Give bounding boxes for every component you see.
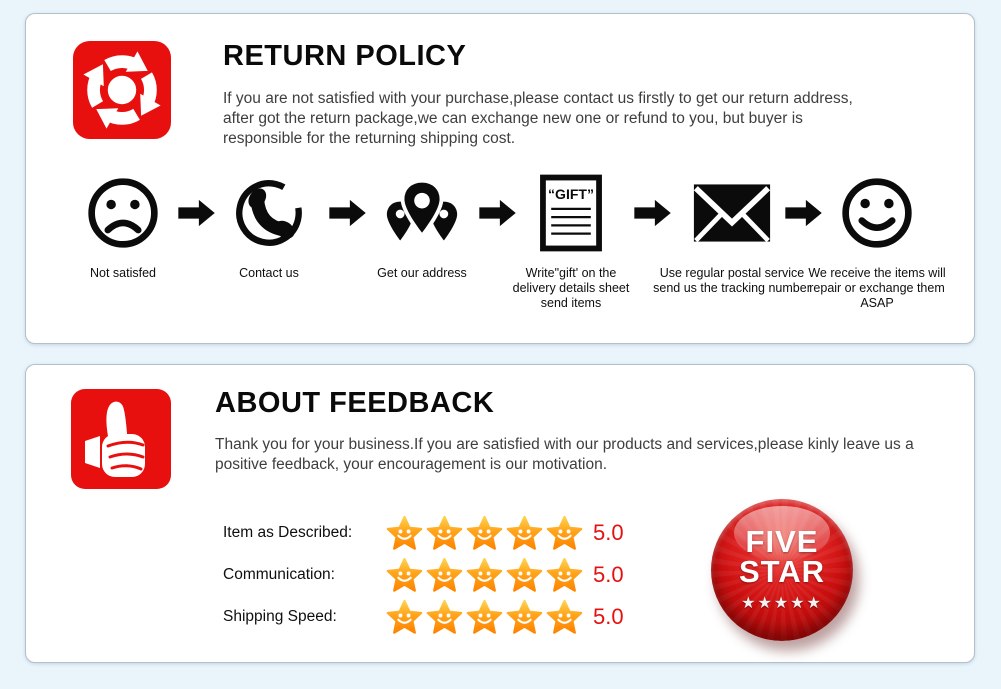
step-repair-exchange: We receive the items will repair or exch… bbox=[799, 171, 955, 311]
ratings-list: Item as Described: 5.0 Communication bbox=[223, 512, 624, 638]
return-arrows-icon bbox=[71, 41, 173, 144]
thumbs-up-icon bbox=[69, 389, 173, 494]
step-contact-us: Contact us bbox=[209, 171, 329, 281]
rating-row-shipping-speed: Shipping Speed: 5.0 bbox=[223, 596, 624, 638]
rating-score: 5.0 bbox=[593, 562, 624, 587]
rating-label: Communication: bbox=[223, 566, 335, 583]
smiley-star-icon bbox=[386, 599, 423, 634]
gift-note-icon: “GIFT” bbox=[511, 171, 631, 255]
rating-row-communication: Communication: 5.0 bbox=[223, 554, 624, 596]
step-postal-service: Use regular postal service send us the t… bbox=[649, 171, 815, 296]
sad-face-icon bbox=[63, 171, 183, 255]
rating-score: 5.0 bbox=[593, 604, 624, 629]
phone-icon bbox=[209, 171, 329, 255]
return-policy-description: If you are not satisfied with your purch… bbox=[223, 90, 853, 147]
smiley-star-icon bbox=[426, 515, 463, 550]
smiley-star-icon bbox=[506, 515, 543, 550]
step-label: Contact us bbox=[239, 266, 299, 280]
rating-label: Shipping Speed: bbox=[223, 608, 337, 625]
step-get-address: Get our address bbox=[352, 171, 492, 281]
smiley-star-icon bbox=[546, 515, 583, 550]
step-label: Not satisfed bbox=[89, 266, 156, 280]
step-label: Write"gift' on the delivery details shee… bbox=[512, 266, 630, 310]
five-star-badge-line1: FIVE bbox=[745, 523, 819, 559]
smiley-star-icon bbox=[426, 599, 463, 634]
right-arrow-icon bbox=[784, 199, 824, 227]
location-pins-icon bbox=[352, 171, 492, 255]
star-rating bbox=[386, 557, 583, 593]
five-star-badge: FIVE STAR ★★★★★ bbox=[711, 499, 853, 641]
about-feedback-title: ABOUT FEEDBACK bbox=[215, 387, 495, 419]
return-policy-panel: RETURN POLICY If you are not satisfied w… bbox=[25, 13, 975, 344]
five-star-badge-stars: ★★★★★ bbox=[741, 595, 823, 613]
right-arrow-icon bbox=[478, 199, 518, 227]
rating-label: Item as Described: bbox=[223, 524, 353, 541]
five-star-badge-line2: STAR bbox=[738, 554, 826, 589]
smiley-star-icon bbox=[466, 557, 503, 592]
rating-row-item-as-described: Item as Described: 5.0 bbox=[223, 512, 624, 554]
smiley-star-icon bbox=[506, 557, 543, 592]
star-rating bbox=[386, 599, 583, 635]
smiley-star-icon bbox=[386, 515, 423, 550]
right-arrow-icon bbox=[633, 199, 673, 227]
about-feedback-description: Thank you for your business.If you are s… bbox=[215, 436, 914, 473]
rating-score: 5.0 bbox=[593, 520, 624, 545]
smiley-star-icon bbox=[546, 599, 583, 634]
star-rating bbox=[386, 515, 583, 551]
step-label: Get our address bbox=[377, 266, 467, 280]
right-arrow-icon bbox=[177, 199, 217, 227]
smiley-star-icon bbox=[426, 557, 463, 592]
return-policy-title: RETURN POLICY bbox=[223, 40, 467, 72]
smiley-face-icon bbox=[799, 171, 955, 255]
about-feedback-panel: ABOUT FEEDBACK Thank you for your busine… bbox=[25, 364, 975, 663]
step-label: Use regular postal service send us the t… bbox=[653, 266, 811, 295]
smiley-star-icon bbox=[546, 557, 583, 592]
smiley-star-icon bbox=[466, 599, 503, 634]
gift-note-text: “GIFT” bbox=[548, 186, 594, 202]
smiley-star-icon bbox=[386, 557, 423, 592]
smiley-star-icon bbox=[506, 599, 543, 634]
smiley-star-icon bbox=[466, 515, 503, 550]
step-write-gift: “GIFT” Write"gift' on the delivery detai… bbox=[511, 171, 631, 311]
step-not-satisfied: Not satisfed bbox=[63, 171, 183, 281]
envelope-icon bbox=[649, 171, 815, 255]
right-arrow-icon bbox=[328, 199, 368, 227]
step-label: We receive the items will repair or exch… bbox=[808, 266, 946, 310]
